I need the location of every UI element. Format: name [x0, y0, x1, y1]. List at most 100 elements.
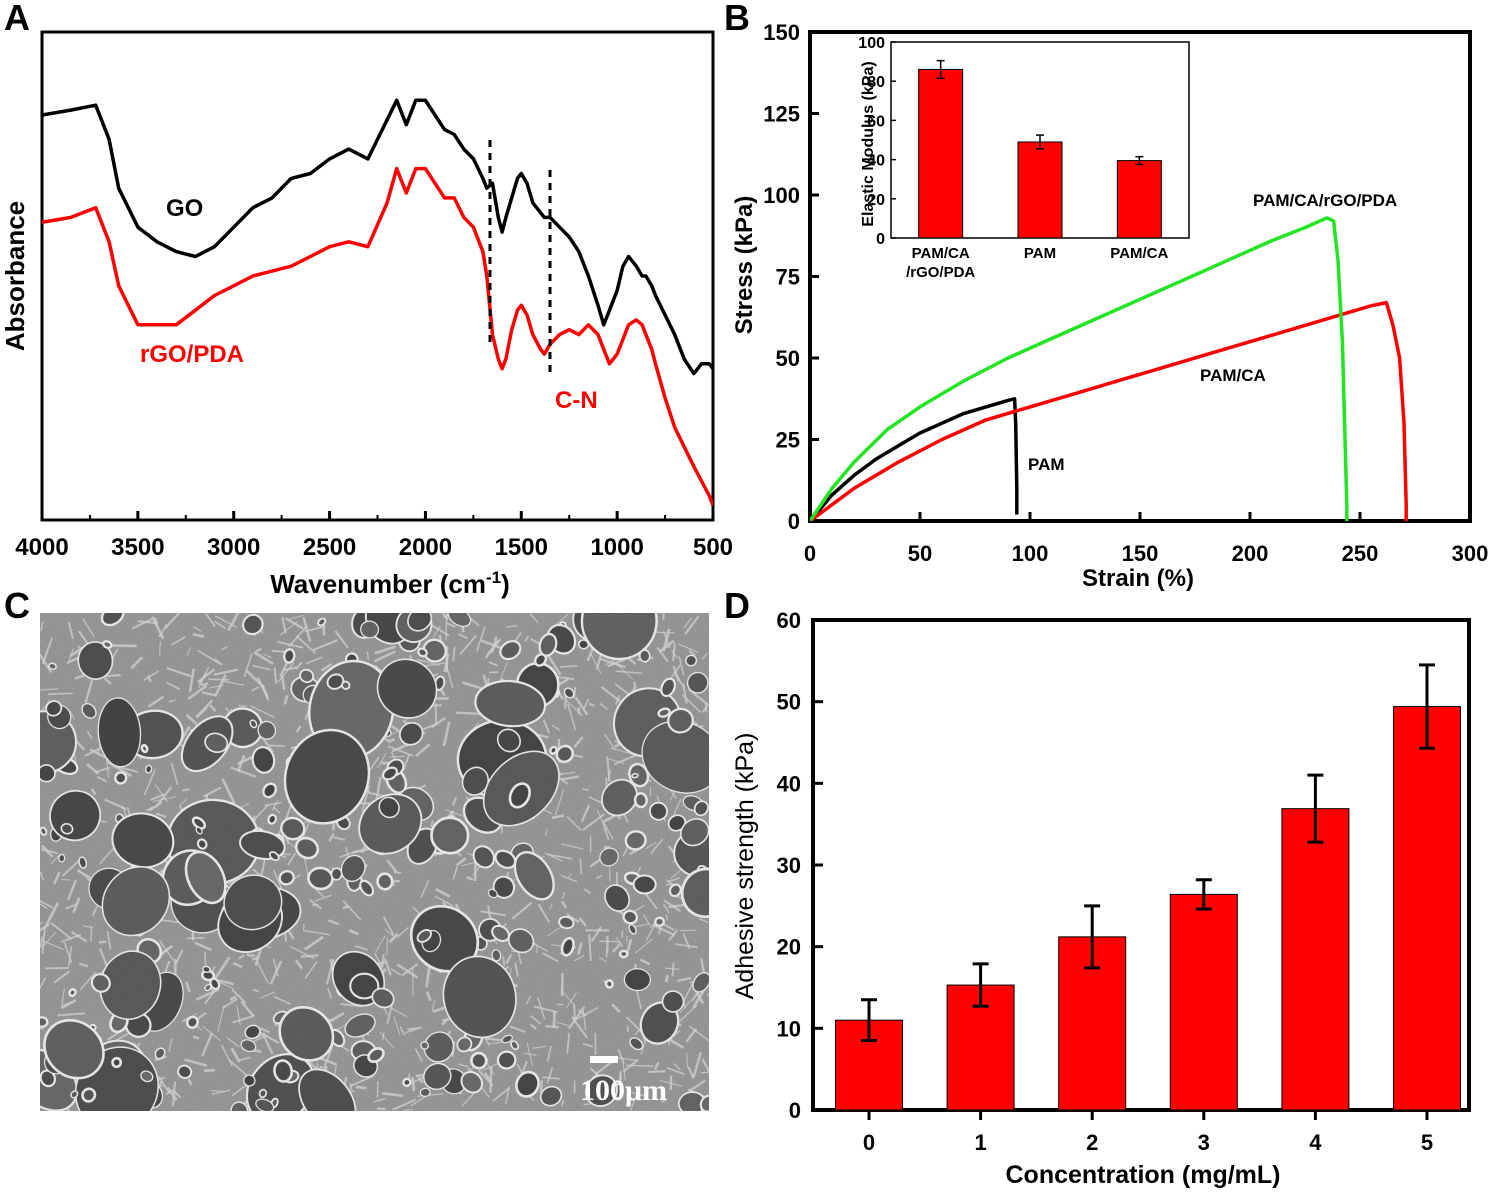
sem-strand [475, 626, 486, 652]
sem-strand [554, 788, 565, 815]
sem-pore [58, 853, 66, 863]
panel-d-x-tick-label: 1 [974, 1130, 986, 1155]
sem-strand [686, 1053, 689, 1068]
sem-strand [571, 1016, 588, 1039]
sem-pore [657, 707, 671, 718]
inset-y-tick-label: 80 [867, 74, 885, 91]
sem-strand [645, 841, 657, 850]
sem-strand [384, 928, 395, 938]
sem-strand [187, 684, 208, 700]
sem-strand [554, 613, 569, 626]
sem-pore [491, 949, 502, 962]
sem-pore [641, 720, 709, 794]
sem-strand [252, 664, 271, 671]
sem-strand [221, 680, 245, 686]
sem-pore [268, 851, 280, 862]
sem-strand [446, 666, 454, 689]
sem-strand [204, 990, 215, 1005]
sem-pore [344, 1013, 376, 1038]
sem-strand [573, 954, 585, 962]
sem-strand [151, 615, 165, 640]
sem-strand [583, 888, 591, 894]
sem-pore [97, 697, 142, 768]
sem-strand [77, 868, 92, 882]
panel-d-x-tick-label: 0 [863, 1130, 875, 1155]
sem-strand [146, 805, 155, 812]
sem-strand [220, 1044, 234, 1067]
sem-pore [278, 1006, 335, 1062]
sem-strand [622, 1058, 639, 1073]
sem-strand [68, 648, 74, 662]
sem-strand [295, 959, 304, 970]
sem-strand [304, 935, 324, 951]
inset-y-tick-label: 20 [867, 192, 885, 209]
sem-strand [576, 1006, 599, 1020]
sem-strand [192, 626, 202, 632]
sem-pore [648, 801, 668, 821]
sem-strand [230, 1047, 241, 1063]
sem-pore [371, 987, 395, 1009]
panel-c: C 100μm [4, 585, 709, 1111]
panel-a-ylabel: Absorbance [0, 201, 30, 351]
sem-pore [48, 662, 57, 671]
sem-strand [546, 1067, 554, 1084]
sem-pore [40, 764, 56, 783]
annotation-go: GO [166, 195, 203, 222]
sem-strand [687, 1066, 695, 1079]
sem-strand [53, 970, 70, 984]
sem-pore [244, 1024, 261, 1040]
sem-strand [530, 1023, 537, 1030]
sem-strand [688, 649, 696, 657]
sem-strand [158, 624, 168, 638]
panel-b-y-tick-label: 50 [776, 346, 800, 371]
sem-strand [588, 702, 596, 708]
sem-strand [565, 992, 578, 1009]
sem-pore [539, 1085, 563, 1107]
series-line-go [42, 98, 713, 376]
sem-pore [240, 1039, 257, 1053]
sem-strand [260, 1027, 271, 1034]
sem-strand [218, 979, 235, 986]
sem-strand [544, 852, 563, 862]
sem-strand [281, 616, 287, 634]
sem-strand [261, 685, 270, 699]
sem-strand [240, 1001, 255, 1018]
sem-pore [604, 884, 631, 912]
sem-pore [43, 1018, 105, 1080]
sem-strand [446, 622, 456, 628]
sem-strand [40, 621, 44, 632]
sem-pore [496, 1050, 517, 1070]
sem-strand [386, 859, 398, 873]
sem-pore [513, 851, 555, 901]
sem-pore [367, 1047, 385, 1063]
sem-strand [83, 925, 94, 929]
sem-strand [277, 661, 295, 683]
sem-strand [40, 871, 45, 881]
sem-strand [701, 1058, 709, 1074]
sem-strand [590, 653, 602, 674]
sem-pore [223, 874, 283, 931]
sem-strand [488, 660, 498, 667]
sem-strand [325, 958, 335, 985]
sem-strand [566, 816, 582, 832]
sem-strand [682, 683, 688, 704]
sem-strand [40, 722, 43, 726]
sem-strand [272, 869, 282, 889]
sem-strand [41, 931, 57, 949]
sem-strand [131, 617, 153, 630]
panel-b-x-tick-label: 200 [1232, 541, 1269, 566]
sem-strand [377, 752, 387, 769]
sem-strand [72, 897, 81, 914]
panel-b-x-tick-label: 0 [804, 541, 816, 566]
sem-pore [381, 766, 399, 781]
sem-strand [676, 976, 692, 983]
sem-strand [678, 643, 699, 653]
sem-strand [67, 621, 74, 639]
sem-pore [430, 816, 470, 855]
sem-strand [166, 1086, 178, 1101]
sem-strand [226, 1036, 240, 1048]
sem-strand [373, 1097, 386, 1103]
sem-strand [187, 1078, 193, 1086]
sem-strand [529, 613, 539, 624]
